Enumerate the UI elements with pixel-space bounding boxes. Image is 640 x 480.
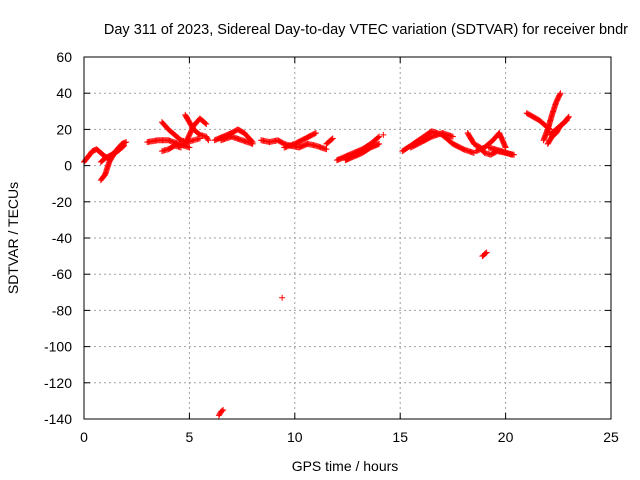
- y-tick-label: -140: [44, 411, 72, 427]
- y-tick-label: 0: [64, 158, 72, 174]
- data-point: [186, 144, 193, 151]
- data-point: [502, 144, 509, 151]
- data-point: [323, 146, 330, 153]
- y-tick-label: -60: [52, 266, 72, 282]
- y-tick-label: 40: [56, 85, 72, 101]
- data-point: [202, 120, 209, 127]
- data-point: [482, 250, 489, 257]
- x-axis-label: GPS time / hours: [292, 458, 399, 474]
- data-point: [120, 143, 127, 150]
- y-ticks: 60 40 20 0 -20 -40 -60 -80 -100 -120 -140: [44, 49, 611, 427]
- x-tick-label: 25: [603, 429, 619, 445]
- data-point: [203, 120, 210, 127]
- x-tick-label: 0: [80, 429, 88, 445]
- data-point: [205, 137, 212, 144]
- data-point: [123, 139, 130, 146]
- data-point: [375, 134, 382, 141]
- x-tick-label: 20: [498, 429, 514, 445]
- data-points: [81, 90, 572, 419]
- y-tick-label: -120: [44, 375, 72, 391]
- chart-title: Day 311 of 2023, Sidereal Day-to-day VTE…: [104, 22, 628, 38]
- data-point: [329, 135, 336, 142]
- y-tick-label: -20: [52, 194, 72, 210]
- data-point: [311, 130, 318, 137]
- x-ticks: 0 5 10 15 20 25: [80, 57, 619, 445]
- data-point: [219, 407, 226, 414]
- data-point: [121, 142, 128, 149]
- data-point: [565, 114, 572, 121]
- data-point: [562, 118, 569, 125]
- y-tick-label: -40: [52, 230, 72, 246]
- y-tick-label: 20: [56, 121, 72, 137]
- data-point: [376, 140, 383, 147]
- data-point: [483, 249, 490, 256]
- data-point: [279, 294, 286, 301]
- data-point: [557, 90, 564, 97]
- data-point: [376, 133, 383, 140]
- plot-frame: [83, 56, 612, 420]
- y-tick-label: -80: [52, 302, 72, 318]
- x-tick-label: 10: [287, 429, 303, 445]
- x-tick-label: 5: [186, 429, 194, 445]
- data-point: [220, 406, 227, 413]
- data-point: [565, 113, 572, 120]
- data-point: [556, 91, 563, 98]
- y-axis-label: SDTVAR / TECUs: [5, 182, 21, 294]
- x-tick-label: 15: [392, 429, 408, 445]
- data-point: [177, 144, 184, 151]
- y-tick-label: 60: [56, 49, 72, 65]
- data-point: [312, 130, 319, 137]
- y-tick-label: -100: [44, 339, 72, 355]
- data-point: [563, 117, 570, 124]
- data-point: [204, 136, 211, 143]
- data-point: [328, 136, 335, 143]
- data-point: [508, 151, 515, 158]
- gridlines: [84, 57, 611, 419]
- data-point: [449, 133, 456, 140]
- data-point: [380, 131, 387, 138]
- data-point: [249, 140, 256, 147]
